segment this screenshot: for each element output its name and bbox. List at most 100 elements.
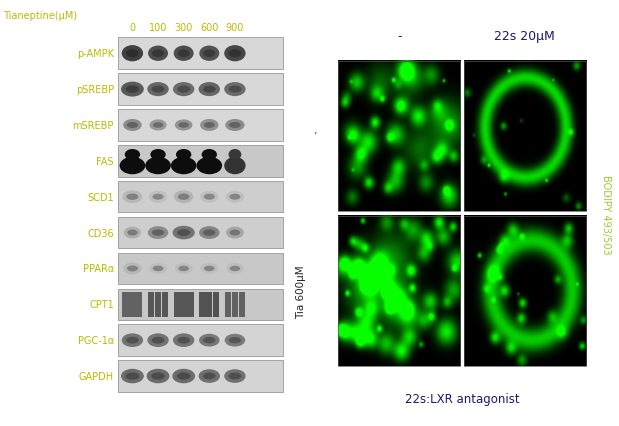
Ellipse shape	[229, 337, 241, 343]
Ellipse shape	[202, 150, 217, 161]
Ellipse shape	[226, 263, 244, 274]
Text: BODIPY 493/503: BODIPY 493/503	[600, 174, 610, 254]
Ellipse shape	[147, 369, 170, 383]
FancyBboxPatch shape	[213, 292, 219, 317]
Text: Tia 600μM: Tia 600μM	[297, 265, 306, 318]
Ellipse shape	[122, 46, 143, 62]
Ellipse shape	[224, 158, 246, 175]
FancyBboxPatch shape	[118, 325, 284, 356]
Ellipse shape	[152, 50, 164, 58]
Text: Tianeptine(μM): Tianeptine(μM)	[3, 11, 77, 20]
Ellipse shape	[228, 150, 241, 161]
Ellipse shape	[148, 46, 168, 62]
Text: 22s:LXR antagonist: 22s:LXR antagonist	[405, 392, 519, 405]
Ellipse shape	[153, 123, 163, 129]
Ellipse shape	[200, 120, 219, 132]
Ellipse shape	[204, 266, 215, 272]
Ellipse shape	[203, 50, 215, 58]
Ellipse shape	[174, 191, 193, 204]
FancyBboxPatch shape	[118, 253, 284, 285]
Ellipse shape	[199, 369, 220, 383]
FancyBboxPatch shape	[118, 146, 284, 177]
Ellipse shape	[174, 46, 194, 62]
Text: ’: ’	[313, 132, 316, 142]
Ellipse shape	[204, 194, 215, 200]
Ellipse shape	[175, 120, 193, 131]
Ellipse shape	[228, 50, 241, 58]
Ellipse shape	[173, 83, 194, 97]
Ellipse shape	[196, 158, 222, 175]
FancyBboxPatch shape	[136, 292, 142, 317]
Ellipse shape	[149, 263, 167, 274]
Ellipse shape	[123, 120, 142, 132]
Ellipse shape	[176, 150, 191, 161]
Ellipse shape	[175, 263, 193, 274]
Ellipse shape	[225, 120, 245, 132]
Text: SCD1: SCD1	[87, 192, 114, 202]
FancyBboxPatch shape	[118, 217, 284, 249]
FancyBboxPatch shape	[118, 181, 284, 213]
Ellipse shape	[230, 266, 240, 272]
Ellipse shape	[122, 334, 143, 347]
Text: CPT1: CPT1	[89, 299, 114, 310]
Text: GAPDH: GAPDH	[79, 371, 114, 381]
Ellipse shape	[123, 191, 142, 204]
Ellipse shape	[178, 194, 189, 200]
Ellipse shape	[199, 227, 220, 239]
Ellipse shape	[230, 194, 240, 200]
Ellipse shape	[152, 337, 165, 344]
FancyBboxPatch shape	[148, 292, 154, 317]
Ellipse shape	[228, 86, 241, 93]
Ellipse shape	[177, 372, 191, 380]
Ellipse shape	[152, 86, 165, 93]
Ellipse shape	[126, 194, 139, 200]
Ellipse shape	[151, 372, 165, 380]
Ellipse shape	[173, 334, 194, 347]
Ellipse shape	[123, 263, 142, 275]
Ellipse shape	[147, 334, 169, 347]
Text: 600: 600	[200, 23, 219, 33]
Ellipse shape	[119, 158, 145, 175]
FancyBboxPatch shape	[162, 292, 168, 317]
Text: CD36: CD36	[87, 228, 114, 238]
Text: p-AMPK: p-AMPK	[77, 49, 114, 59]
Ellipse shape	[173, 226, 195, 240]
Ellipse shape	[199, 83, 220, 97]
Text: 100: 100	[149, 23, 167, 33]
Ellipse shape	[224, 83, 246, 97]
Text: 22s 20μM: 22s 20μM	[494, 30, 555, 43]
Ellipse shape	[126, 86, 139, 94]
Ellipse shape	[149, 191, 167, 203]
Ellipse shape	[229, 123, 241, 129]
Ellipse shape	[230, 230, 240, 236]
Ellipse shape	[199, 334, 220, 347]
FancyBboxPatch shape	[238, 292, 245, 317]
Ellipse shape	[145, 158, 171, 175]
Text: 0: 0	[129, 23, 136, 33]
FancyBboxPatch shape	[188, 292, 194, 317]
Ellipse shape	[178, 50, 189, 58]
FancyBboxPatch shape	[118, 38, 284, 70]
FancyBboxPatch shape	[118, 289, 284, 320]
Ellipse shape	[152, 194, 163, 200]
Ellipse shape	[152, 230, 164, 236]
Text: PPARα: PPARα	[83, 264, 114, 274]
Ellipse shape	[177, 86, 190, 93]
Ellipse shape	[127, 266, 138, 272]
Ellipse shape	[178, 266, 189, 272]
Ellipse shape	[226, 191, 244, 203]
FancyBboxPatch shape	[181, 292, 187, 317]
Ellipse shape	[224, 369, 246, 383]
Ellipse shape	[126, 372, 139, 380]
Ellipse shape	[148, 227, 168, 239]
Ellipse shape	[203, 230, 215, 236]
Ellipse shape	[172, 369, 195, 383]
Ellipse shape	[128, 230, 137, 236]
Ellipse shape	[226, 227, 244, 239]
FancyBboxPatch shape	[206, 292, 212, 317]
Ellipse shape	[121, 82, 144, 97]
Ellipse shape	[127, 123, 138, 129]
Ellipse shape	[124, 150, 140, 161]
Text: PGC-1α: PGC-1α	[77, 335, 114, 345]
Ellipse shape	[228, 373, 241, 380]
